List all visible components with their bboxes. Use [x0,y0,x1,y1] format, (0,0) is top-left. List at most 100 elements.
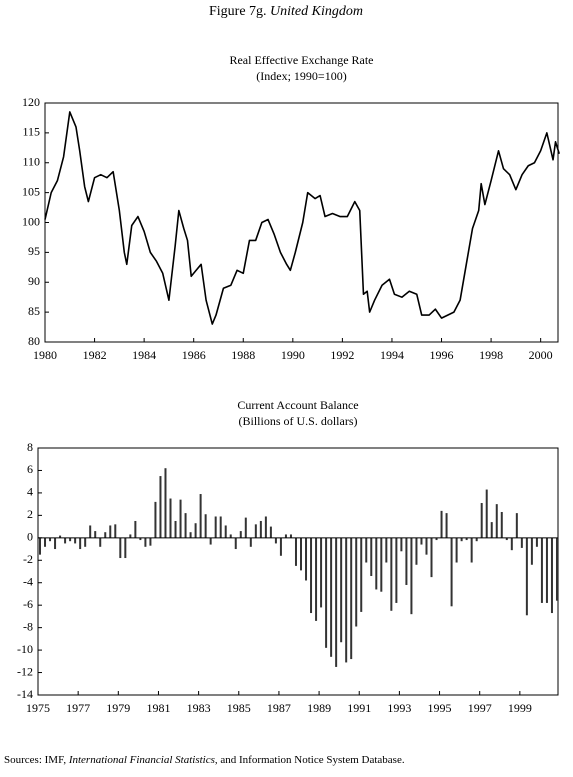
y-tick-label: -14 [17,687,33,701]
bar [535,537,538,547]
bar [194,523,197,538]
bar [505,537,508,541]
bar [380,537,383,592]
bar [465,537,468,541]
x-tick-label: 1988 [231,348,255,362]
bar [109,525,112,538]
x-tick-label: 1998 [479,348,503,362]
bar [400,537,403,552]
bar [159,476,162,538]
bar [184,513,187,538]
y-tick-label: 0 [27,530,33,544]
bar [144,537,147,547]
bar [124,537,127,559]
bar [370,537,373,576]
bar [555,537,558,601]
bar [530,537,533,565]
x-tick-label: 1999 [508,701,532,715]
bar [360,537,363,612]
bar [325,537,328,648]
bar [345,537,348,663]
y-tick-label: -2 [23,552,33,566]
figure-country: United Kingdom [270,4,363,19]
x-tick-label: 1979 [106,701,130,715]
bar [104,532,107,538]
bar [114,524,117,538]
x-tick-label: 2000 [529,348,553,362]
chart-subtitle: (Billions of U.S. dollars) [239,414,358,428]
plot-frame [37,447,559,696]
bar [164,468,167,538]
bar [204,514,207,538]
bar [234,537,237,550]
bar [269,526,272,538]
bar [64,537,67,544]
x-tick-label: 1996 [430,348,454,362]
bar [99,537,102,547]
y-tick-label: -12 [17,664,33,678]
bar [94,531,97,538]
bar [59,535,62,538]
x-tick-label: 1993 [387,701,411,715]
bar [244,517,247,538]
bar [119,537,122,559]
x-tick-label: 1982 [83,348,107,362]
x-tick-label: 1985 [227,701,251,715]
bar [385,537,388,563]
bar [259,520,262,538]
bar [224,525,227,538]
bar [450,537,453,607]
bar [274,537,277,544]
y-tick-label: 80 [28,334,40,348]
bar [169,498,172,538]
bar [480,503,483,538]
bar [365,537,368,563]
bar [199,494,202,538]
bar [214,516,217,538]
bar [405,537,408,585]
bar [445,513,448,538]
bar [485,489,488,538]
bar [254,524,257,538]
bar [335,537,338,667]
chart-title: Real Effective Exchange Rate [229,53,373,67]
bar [475,537,478,542]
y-tick-label: 4 [27,485,33,499]
x-tick-label: 1989 [307,701,331,715]
x-tick-label: 1984 [132,348,156,362]
y-tick-label: -8 [23,619,33,633]
bar [495,504,498,538]
bar [134,520,137,538]
chart-subtitle: (Index; 1990=100) [256,69,346,83]
bar [320,537,323,608]
bar [470,537,473,563]
y-tick-label: -10 [17,642,33,656]
bar [375,537,378,590]
bar [289,534,292,538]
y-tick-label: 115 [22,125,40,139]
bar [515,513,518,538]
bar [79,537,82,550]
y-tick-label: -6 [23,597,33,611]
bar [350,537,353,660]
bar [410,537,413,615]
bar [69,537,72,542]
y-tick-label: 6 [27,462,33,476]
bar [305,537,308,581]
bar [420,537,423,545]
y-tick-label: 2 [27,507,33,521]
line-series [44,111,561,325]
x-tick-label: 1992 [330,348,354,362]
bar [174,520,177,538]
bar [149,537,152,546]
bar [39,537,41,555]
x-tick-label: 1977 [66,701,90,715]
bar [415,537,418,565]
x-tick-label: 1980 [33,348,57,362]
y-tick-label: 85 [28,304,40,318]
figure-title: Figure 7g. United Kingdom [209,4,363,19]
source-note: Sources: IMF, International Financial St… [4,754,405,766]
chart-title: Current Account Balance [237,398,358,412]
source-publication: International Financial Statistics [68,754,215,766]
bar [89,525,92,538]
